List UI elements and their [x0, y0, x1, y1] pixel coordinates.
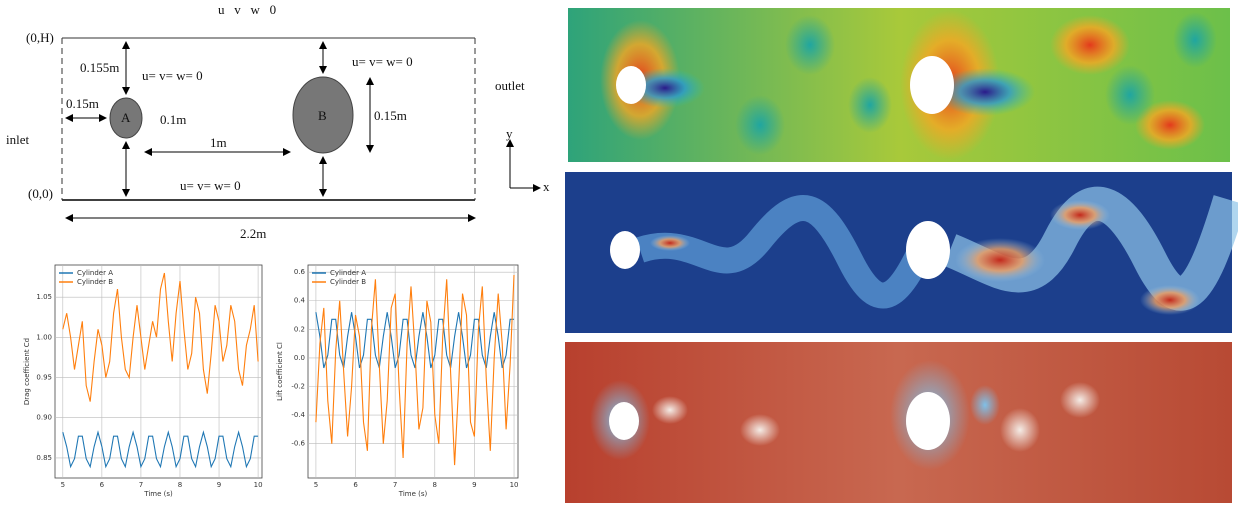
label: 1m	[210, 135, 227, 150]
y-tick-label: -0.4	[291, 411, 305, 419]
label: u= v= w= 0	[142, 68, 203, 83]
label: y	[506, 126, 513, 141]
x-tick-label: 5	[314, 481, 318, 489]
x-tick-label: 10	[510, 481, 519, 489]
label: 0.15m	[374, 108, 407, 123]
y-tick-label: 0.6	[294, 268, 306, 276]
label: u= v= w= 0	[352, 54, 413, 69]
y-tick-label: 1.00	[36, 333, 52, 341]
line-series	[315, 274, 515, 466]
line-series	[62, 430, 259, 469]
x-tick-label: 6	[353, 481, 358, 489]
legend-label: Cylinder A	[77, 269, 113, 277]
y-tick-label: -0.6	[291, 440, 305, 448]
y-tick-label: 0.90	[36, 414, 52, 422]
x-axis-label: Time (s)	[143, 490, 173, 498]
legend-label: Cylinder A	[330, 269, 366, 277]
y-tick-label: -0.2	[291, 383, 305, 391]
x-tick-label: 10	[254, 481, 263, 489]
label: x	[543, 179, 550, 194]
label: inlet	[6, 132, 29, 147]
y-axis-label: Lift coefficient Cl	[276, 342, 284, 401]
y-tick-label: 0.95	[36, 374, 52, 382]
flow-field-velocity	[568, 8, 1230, 162]
schematic: u v w 0 (0,H) 0.155m u= v= w= 0 0.15m A …	[6, 2, 550, 241]
y-tick-label: 0.2	[294, 325, 305, 333]
x-tick-label: 9	[217, 481, 221, 489]
label: A	[121, 110, 131, 125]
label: 2.2m	[240, 226, 266, 241]
label: 0.1m	[160, 112, 186, 127]
label: (0,0)	[28, 186, 53, 201]
x-tick-label: 8	[433, 481, 437, 489]
x-tick-label: 5	[61, 481, 65, 489]
label: 0.155m	[80, 60, 119, 75]
flow-field-pressure	[565, 342, 1232, 503]
x-axis-label: Time (s)	[398, 490, 428, 498]
y-axis-label: Drag coefficient Cd	[23, 338, 31, 405]
y-tick-label: 0.85	[36, 454, 52, 462]
label: 0.15m	[66, 96, 99, 111]
label: u= v= w= 0	[180, 178, 241, 193]
y-tick-label: 0.0	[294, 354, 305, 362]
y-tick-label: 0.4	[294, 297, 306, 305]
charts: 0.85 0.90 0.95 1.00 1.05 5 6 7 8 9 10 Time (s) Drag …	[23, 264, 519, 498]
label: outlet	[495, 78, 525, 93]
x-tick-label: 8	[178, 481, 182, 489]
x-tick-label: 7	[139, 481, 143, 489]
plot-area	[54, 264, 263, 479]
label: (0,H)	[26, 30, 54, 45]
flow-field-vorticity	[565, 172, 1238, 333]
label: u v w 0	[218, 2, 276, 17]
y-tick-label: 1.05	[36, 293, 52, 301]
x-tick-label: 7	[393, 481, 397, 489]
line-series	[62, 272, 259, 402]
legend-label: Cylinder B	[330, 278, 366, 286]
x-tick-label: 6	[100, 481, 105, 489]
label: B	[318, 108, 327, 123]
legend-label: Cylinder B	[77, 278, 113, 286]
x-tick-label: 9	[472, 481, 476, 489]
line-series	[315, 312, 514, 369]
